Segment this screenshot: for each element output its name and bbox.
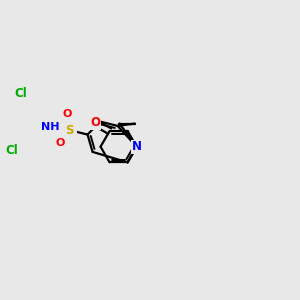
Text: O: O [56, 138, 65, 148]
Text: O: O [63, 109, 72, 119]
Text: S: S [65, 124, 74, 136]
Text: Cl: Cl [5, 144, 18, 157]
Text: O: O [91, 116, 100, 130]
Text: Cl: Cl [14, 87, 27, 100]
Text: N: N [132, 140, 142, 153]
Text: NH: NH [41, 122, 60, 132]
